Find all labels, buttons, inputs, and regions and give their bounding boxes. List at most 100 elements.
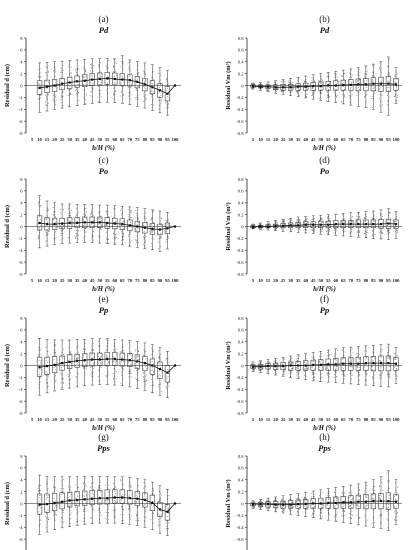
data-point	[151, 231, 153, 232]
data-point	[91, 225, 92, 227]
data-point	[83, 96, 85, 98]
data-point	[321, 231, 323, 233]
data-point	[150, 223, 152, 225]
data-point	[158, 226, 160, 228]
data-point	[83, 213, 85, 215]
data-point	[93, 368, 94, 370]
data-point	[289, 507, 291, 508]
data-point	[150, 354, 152, 356]
data-point	[281, 364, 283, 366]
data-point	[306, 218, 308, 220]
data-point	[166, 103, 168, 105]
data-point	[304, 368, 306, 370]
median-marker	[76, 80, 79, 83]
data-point	[321, 353, 323, 355]
data-point	[306, 509, 308, 511]
data-point	[136, 358, 138, 360]
x-tick-label: 25	[281, 137, 286, 142]
data-point	[313, 512, 315, 514]
data-point	[328, 361, 330, 363]
median-marker	[45, 502, 49, 506]
data-point	[319, 221, 320, 223]
data-point	[152, 70, 154, 72]
median-marker	[297, 224, 300, 227]
data-point	[356, 371, 358, 373]
data-point	[108, 242, 110, 244]
data-point	[297, 222, 299, 224]
data-point	[70, 488, 72, 490]
data-point	[168, 527, 170, 529]
data-point	[128, 244, 130, 246]
data-point	[284, 373, 286, 375]
x-tick-label: 80	[364, 417, 369, 422]
data-point	[291, 219, 293, 221]
data-point	[304, 81, 306, 83]
data-point	[386, 347, 388, 348]
data-point	[341, 74, 343, 76]
x-tick-label: 65	[341, 278, 346, 283]
data-point	[343, 73, 345, 75]
data-point	[158, 241, 159, 243]
data-point	[284, 369, 286, 371]
data-point	[311, 515, 313, 517]
data-point	[90, 373, 92, 375]
data-point	[320, 87, 322, 89]
data-point	[329, 354, 331, 356]
data-point	[364, 82, 366, 84]
x-tick-label: 85	[371, 417, 376, 422]
data-point	[296, 219, 298, 221]
data-point	[92, 83, 94, 85]
data-point	[351, 82, 353, 84]
data-point	[53, 507, 55, 509]
data-point	[153, 238, 155, 240]
data-point	[47, 218, 49, 220]
data-point	[67, 95, 69, 96]
data-point	[158, 358, 160, 360]
data-point	[62, 377, 64, 379]
data-point	[39, 216, 41, 218]
data-point	[275, 90, 277, 92]
data-point	[394, 366, 395, 368]
data-point	[388, 108, 390, 110]
data-point	[167, 83, 169, 85]
data-point	[303, 226, 305, 228]
data-point	[328, 373, 330, 375]
x-tick-label: 70	[128, 417, 133, 422]
data-point	[47, 482, 49, 484]
x-tick-label: 25	[60, 278, 65, 283]
data-point	[115, 353, 117, 355]
data-point	[100, 81, 102, 83]
data-point	[62, 95, 64, 97]
data-point	[144, 82, 145, 84]
data-point	[311, 496, 313, 498]
data-point	[70, 92, 72, 94]
data-point	[258, 361, 260, 363]
x-tick-label: 65	[341, 137, 346, 142]
data-point	[291, 502, 293, 504]
data-point	[128, 236, 130, 238]
data-point	[85, 485, 87, 487]
data-point	[98, 66, 100, 68]
median-marker	[282, 86, 285, 89]
data-point	[100, 363, 102, 365]
data-point	[128, 365, 130, 367]
data-point	[135, 74, 137, 76]
data-point	[327, 232, 328, 234]
data-point	[372, 65, 374, 67]
data-point	[150, 391, 152, 393]
y-tick-label: -6	[19, 119, 24, 124]
data-point	[365, 87, 367, 89]
data-point	[311, 499, 313, 501]
data-point	[328, 219, 330, 221]
data-point	[253, 83, 255, 85]
data-point	[160, 353, 162, 355]
data-point	[70, 498, 72, 500]
y-tick-label: 0.4	[238, 478, 244, 483]
data-point	[90, 70, 92, 72]
data-point	[166, 231, 168, 233]
data-point	[45, 359, 47, 361]
data-point	[137, 218, 139, 220]
data-point	[388, 89, 390, 91]
data-point	[380, 367, 382, 369]
